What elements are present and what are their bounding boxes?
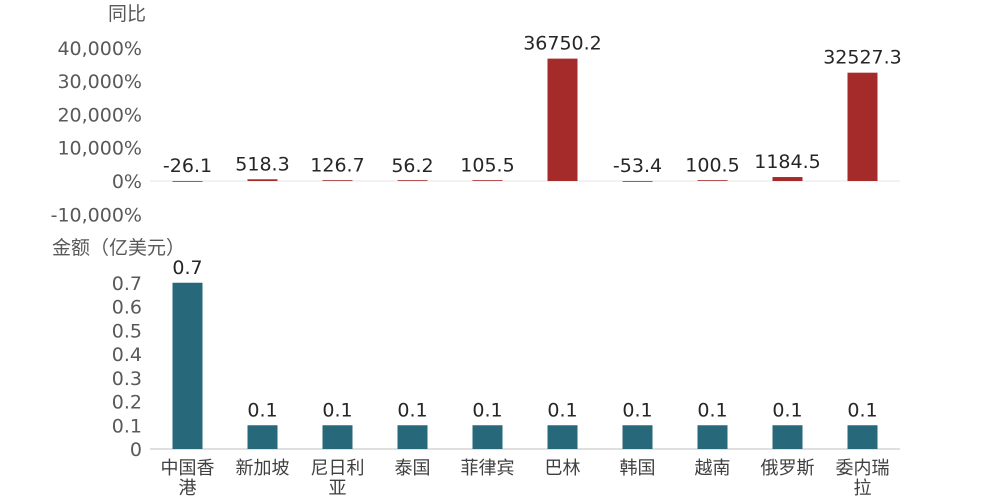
yoy-data-label: -26.1 <box>163 155 212 177</box>
amount-bar <box>772 425 803 449</box>
yoy-bar <box>847 72 878 181</box>
category-label: 越南 <box>695 458 731 479</box>
category-label: 委内瑞拉 <box>836 458 890 499</box>
yoy-bar <box>547 58 578 181</box>
amount-bar <box>847 425 878 449</box>
amount-panel: 金额（亿美元） 0.70.60.50.40.30.20.10 0.70.1 0.1… <box>52 237 900 499</box>
amount-tick-label: 0.7 <box>112 273 142 295</box>
yoy-axis-title: 同比 <box>108 3 146 25</box>
amount-tick-label: 0.1 <box>112 415 142 437</box>
category-label-line: 菲律宾 <box>461 458 515 479</box>
category-label: 菲律宾 <box>461 458 515 479</box>
amount-tick-label: 0.4 <box>112 344 142 366</box>
yoy-tick-label: -10,000% <box>51 204 142 226</box>
amount-tick-label: 0.5 <box>112 320 142 342</box>
yoy-tick-label: 20,000% <box>57 104 142 126</box>
amount-data-label: 0.1 <box>247 399 277 421</box>
yoy-panel: 同比 40,000% 30,000% 20,000% 10,000% 0% -10,000… <box>51 3 902 226</box>
yoy-bar <box>397 180 428 181</box>
yoy-data-labels: -26.1 518.3 126.7 56.2 105.5 36750.2 -53.4 100.… <box>163 33 902 177</box>
category-label: 韩国 <box>620 458 656 479</box>
amount-bar <box>397 425 428 449</box>
category-label-line: 新加坡 <box>236 458 290 479</box>
yoy-bars <box>172 58 878 182</box>
amount-tick-label: 0 <box>130 439 142 461</box>
category-label: 尼日利亚 <box>311 458 365 499</box>
yoy-tick-label: 30,000% <box>57 71 142 93</box>
amount-tick-label: 0.2 <box>112 392 142 414</box>
amount-data-labels: 0.7 0.1 0.1 0.1 0.1 0.1 0.1 0.1 0.1 0.1 <box>172 257 877 422</box>
yoy-data-label: 105.5 <box>460 155 514 177</box>
amount-bar <box>247 425 278 449</box>
yoy-data-label: 518.3 <box>235 153 289 175</box>
amount-bar <box>322 425 353 449</box>
amount-data-label: 0.1 <box>772 399 802 421</box>
amount-bar <box>697 425 728 449</box>
yoy-bar <box>772 177 803 181</box>
category-label-line: 俄罗斯 <box>761 458 815 479</box>
yoy-data-label: 1184.5 <box>754 151 820 173</box>
yoy-bar <box>247 179 278 181</box>
amount-data-label: 0.1 <box>622 399 652 421</box>
category-label: 泰国 <box>395 458 431 479</box>
category-label: 巴林 <box>545 458 581 479</box>
category-label-line: 尼日利 <box>311 458 365 479</box>
yoy-tick-label: 0% <box>112 171 142 193</box>
yoy-data-label: -53.4 <box>613 155 662 177</box>
amount-tick-label: 0.6 <box>112 297 142 319</box>
yoy-bar <box>622 181 653 182</box>
category-label-line: 韩国 <box>620 458 656 479</box>
category-label: 中国香港 <box>161 458 215 499</box>
category-label-line: 中国香 <box>161 458 215 479</box>
amount-bar <box>472 425 503 449</box>
category-label-line: 拉 <box>854 478 872 499</box>
yoy-bar <box>472 180 503 181</box>
yoy-data-label: 32527.3 <box>823 47 902 69</box>
yoy-tick-label: 10,000% <box>57 138 142 160</box>
amount-tick-label: 0.3 <box>112 368 142 390</box>
amount-data-label: 0.1 <box>322 399 352 421</box>
category-label-line: 泰国 <box>395 458 431 479</box>
amount-data-label: 0.1 <box>847 399 877 421</box>
amount-bar <box>622 425 653 449</box>
category-label-line: 越南 <box>695 458 731 479</box>
category-label-line: 委内瑞 <box>836 458 890 479</box>
category-label-line: 亚 <box>329 478 347 499</box>
yoy-tick-label: 40,000% <box>57 38 142 60</box>
yoy-data-label: 100.5 <box>685 155 739 177</box>
category-label-line: 巴林 <box>545 458 581 479</box>
amount-axis-ticks: 0.70.60.50.40.30.20.10 <box>112 273 142 461</box>
yoy-data-label: 56.2 <box>391 155 433 177</box>
amount-data-label: 0.7 <box>172 257 202 279</box>
yoy-axis-ticks: 40,000% 30,000% 20,000% 10,000% 0% -10,000% <box>51 38 142 227</box>
amount-data-label: 0.1 <box>547 399 577 421</box>
amount-data-label: 0.1 <box>472 399 502 421</box>
yoy-bar <box>322 180 353 181</box>
yoy-bar <box>172 181 203 182</box>
category-label: 新加坡 <box>236 458 290 479</box>
yoy-data-label: 36750.2 <box>523 33 602 55</box>
amount-bar <box>172 282 203 449</box>
category-label: 俄罗斯 <box>761 458 815 479</box>
amount-axis-title: 金额（亿美元） <box>52 237 185 259</box>
amount-bar <box>547 425 578 449</box>
yoy-data-label: 126.7 <box>310 155 364 177</box>
amount-data-label: 0.1 <box>397 399 427 421</box>
amount-data-label: 0.1 <box>697 399 727 421</box>
yoy-bar <box>697 180 728 181</box>
category-label-line: 港 <box>179 478 197 499</box>
amount-bars <box>172 282 878 449</box>
